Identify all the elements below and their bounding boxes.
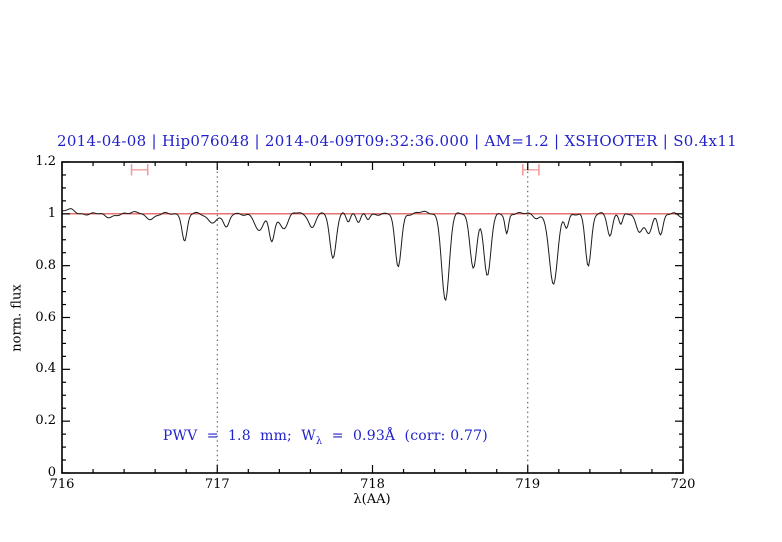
y-tick-label: 1 [47, 205, 56, 221]
y-tick-label: 0.6 [35, 309, 56, 325]
pwv-annotation-subscript: λ [315, 435, 323, 447]
y-tick-label: 0.4 [35, 361, 56, 377]
x-tick-label: 720 [670, 477, 696, 492]
pwv-annotation: PWV = 1.8 mm; Wλ = 0.93Å (corr: 0.77) [144, 412, 488, 463]
x-tick-label: 719 [515, 477, 541, 492]
x-tick-label: 716 [49, 477, 75, 492]
y-tick-label: 0.8 [35, 257, 56, 273]
pwv-annotation-prefix: PWV = 1.8 mm; W [162, 428, 316, 445]
y-tick-label: 1.2 [35, 154, 56, 169]
x-tick-label: 718 [360, 477, 385, 492]
spectrum-curve [61, 208, 684, 301]
y-tick-label: 0 [47, 465, 56, 480]
plot-title: 2014-04-08 | Hip076048 | 2014-04-09T09:3… [57, 132, 738, 150]
pwv-annotation-suffix: = 0.93Å (corr: 0.77) [322, 428, 488, 445]
x-axis-label: λ(AA) [353, 492, 391, 507]
x-tick-label: 717 [204, 477, 230, 492]
y-tick-label: 0.2 [35, 413, 56, 429]
